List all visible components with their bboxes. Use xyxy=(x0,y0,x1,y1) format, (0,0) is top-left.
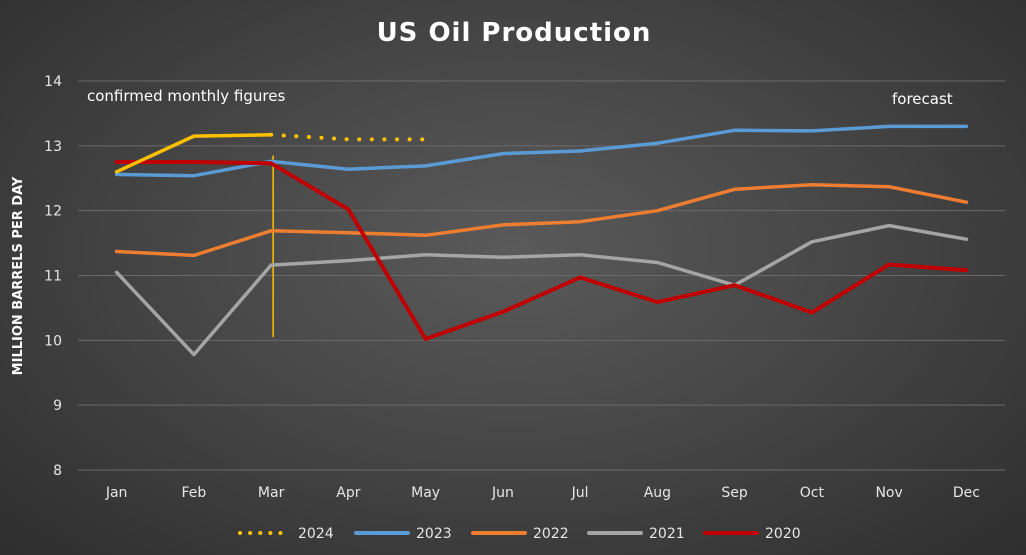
y-tick-label: 12 xyxy=(44,204,62,220)
x-tick-label: Sep xyxy=(721,485,748,501)
x-tick-label: Jan xyxy=(105,485,128,501)
legend: 2024 2023 2022 2021 2020 xyxy=(238,526,801,542)
y-tick-label: 11 xyxy=(44,269,62,285)
y-axis-ticks: 8 9 10 11 12 13 14 xyxy=(44,74,62,479)
x-tick-label: Mar xyxy=(258,485,285,501)
y-tick-label: 13 xyxy=(44,139,62,155)
x-tick-label: Jul xyxy=(571,485,589,501)
legend-label-2020: 2020 xyxy=(765,526,801,542)
annotation-confirmed: confirmed monthly figures xyxy=(87,87,285,105)
x-tick-label: Dec xyxy=(953,485,980,501)
legend-label-2024: 2024 xyxy=(298,526,334,542)
series-2021-line xyxy=(114,223,969,357)
x-tick-label: Feb xyxy=(181,485,206,501)
legend-label-2023: 2023 xyxy=(416,526,452,542)
series-2020-line xyxy=(114,160,969,341)
legend-label-2022: 2022 xyxy=(533,526,569,542)
x-tick-label: Oct xyxy=(800,485,825,501)
x-tick-label: Nov xyxy=(875,485,902,501)
x-tick-label: Jun xyxy=(491,485,514,501)
annotation-forecast: forecast xyxy=(892,90,953,108)
x-tick-label: Aug xyxy=(644,485,671,501)
y-tick-label: 14 xyxy=(44,74,62,90)
y-tick-label: 10 xyxy=(44,333,62,349)
y-tick-label: 9 xyxy=(53,398,62,414)
chart-title: US Oil Production xyxy=(377,18,652,48)
x-tick-label: May xyxy=(411,485,440,501)
series-2022-line xyxy=(114,182,969,258)
grid xyxy=(78,80,1005,471)
x-tick-label: Apr xyxy=(336,485,360,501)
series-lines xyxy=(114,124,969,357)
series-2024-line xyxy=(114,133,273,174)
x-axis-ticks: Jan Feb Mar Apr May Jun Jul Aug Sep Oct Nov Dec xyxy=(105,485,980,501)
y-tick-label: 8 xyxy=(53,463,62,479)
series-2024-forecast-line xyxy=(269,132,428,142)
legend-label-2021: 2021 xyxy=(649,526,685,542)
y-axis-label: MILLION BARRELS PER DAY xyxy=(11,176,26,375)
